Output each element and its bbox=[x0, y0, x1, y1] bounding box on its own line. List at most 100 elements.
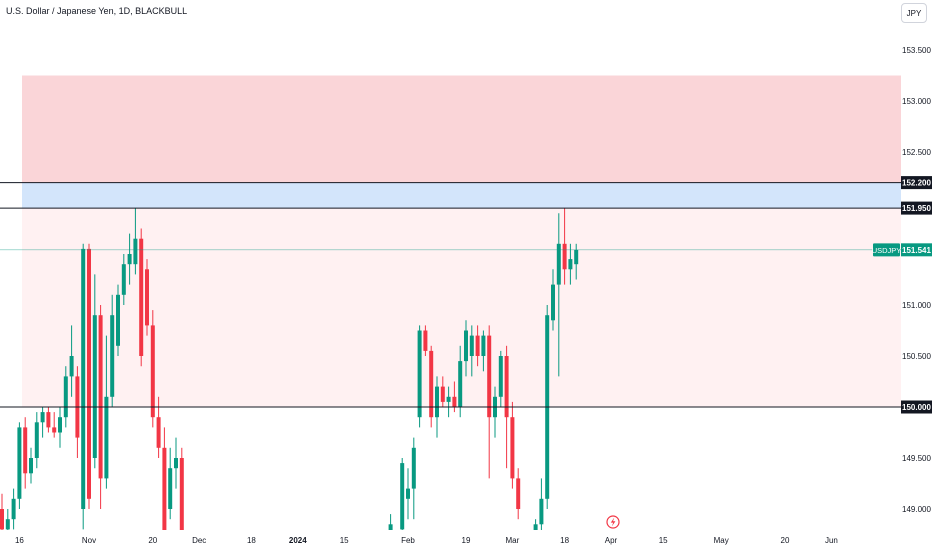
candle bbox=[150, 310, 155, 428]
x-tick-label: Jun bbox=[825, 536, 838, 545]
candle bbox=[179, 447, 184, 530]
candle-body bbox=[145, 269, 149, 326]
candle bbox=[551, 269, 555, 331]
candle bbox=[168, 447, 173, 520]
x-tick-label: 20 bbox=[148, 536, 157, 545]
candle bbox=[406, 468, 410, 520]
y-tick-label: 150.500 bbox=[902, 352, 931, 361]
candles-layer bbox=[0, 208, 579, 530]
candle-body bbox=[58, 417, 62, 433]
candle-body bbox=[40, 412, 45, 423]
candle-body bbox=[556, 243, 561, 285]
currency-button[interactable]: JPY bbox=[901, 3, 927, 23]
level-label-2: 150.000 bbox=[902, 403, 931, 412]
candle-body bbox=[121, 264, 126, 295]
candle-body bbox=[533, 524, 538, 530]
candle-body bbox=[0, 509, 4, 530]
candle bbox=[23, 417, 28, 489]
candle-body bbox=[116, 294, 120, 346]
x-tick-label: May bbox=[714, 536, 729, 545]
x-tick-label: Apr bbox=[605, 536, 618, 545]
y-tick-label: 152.500 bbox=[902, 148, 931, 157]
candle-body bbox=[411, 447, 416, 489]
candle-body bbox=[162, 447, 167, 530]
candle-body bbox=[562, 243, 567, 270]
candle bbox=[174, 437, 178, 489]
x-tick-label: Feb bbox=[401, 536, 415, 545]
candle-body bbox=[17, 427, 22, 499]
dividend-marker[interactable] bbox=[606, 515, 620, 529]
y-tick-label: 153.000 bbox=[902, 97, 931, 106]
candle-body bbox=[133, 238, 138, 265]
candle-body bbox=[539, 498, 544, 525]
zone-1 bbox=[22, 182, 901, 209]
candle bbox=[116, 284, 120, 356]
candle bbox=[11, 488, 16, 530]
candle-body bbox=[104, 396, 109, 479]
candle bbox=[81, 243, 86, 530]
candle bbox=[516, 468, 521, 520]
levels-layer: 152.200 151.950 150.000 bbox=[0, 176, 932, 414]
symbol-badge: USDJPY bbox=[872, 246, 902, 255]
candle-body bbox=[417, 330, 422, 418]
candle-body bbox=[504, 356, 509, 418]
candle-body bbox=[69, 356, 74, 377]
candle-body bbox=[127, 254, 132, 265]
candle bbox=[121, 254, 126, 305]
candle-body bbox=[46, 412, 51, 428]
candle-body bbox=[446, 396, 451, 402]
candle bbox=[568, 243, 573, 285]
x-tick-label: 16 bbox=[15, 536, 24, 545]
candle bbox=[510, 401, 515, 489]
y-tick-label: 151.000 bbox=[902, 301, 931, 310]
candle-body bbox=[11, 498, 16, 520]
x-tick-label: 15 bbox=[340, 536, 349, 545]
candle bbox=[110, 294, 115, 407]
candle bbox=[446, 386, 451, 418]
candle bbox=[562, 208, 567, 285]
x-tick-label: 20 bbox=[781, 536, 790, 545]
symbol-badge-bg bbox=[873, 243, 900, 257]
candle-body bbox=[440, 386, 445, 402]
candle bbox=[400, 458, 405, 530]
candle bbox=[498, 350, 503, 407]
candle bbox=[481, 330, 486, 372]
candle bbox=[104, 335, 109, 489]
candle bbox=[423, 325, 428, 356]
candle bbox=[139, 228, 144, 367]
candle-body bbox=[475, 335, 480, 356]
candle-body bbox=[487, 335, 492, 418]
level-label-bg-0 bbox=[901, 176, 932, 190]
candle-body bbox=[423, 330, 428, 351]
candle-body bbox=[435, 386, 439, 418]
candle-body bbox=[429, 350, 434, 418]
candle-body bbox=[52, 427, 57, 433]
x-tick-label: 18 bbox=[247, 536, 256, 545]
y-tick-label: 149.000 bbox=[902, 505, 931, 514]
candle-body bbox=[464, 330, 468, 362]
candle-body bbox=[168, 468, 173, 509]
y-tick-label: 153.500 bbox=[902, 46, 931, 55]
candle bbox=[5, 509, 10, 530]
candle bbox=[162, 427, 167, 530]
candle bbox=[127, 233, 132, 285]
candle-body bbox=[179, 458, 184, 530]
candle bbox=[411, 437, 416, 520]
candle-body bbox=[29, 458, 33, 474]
candle bbox=[34, 412, 39, 469]
candle bbox=[17, 422, 22, 509]
candle-body bbox=[174, 458, 178, 469]
candle bbox=[46, 407, 51, 433]
candle-body bbox=[516, 478, 521, 509]
candle-body bbox=[156, 417, 161, 448]
candle-body bbox=[452, 396, 457, 407]
candle-body bbox=[498, 356, 503, 397]
candle-body bbox=[574, 249, 579, 265]
candle bbox=[464, 320, 468, 377]
candle bbox=[58, 407, 62, 448]
candle-body bbox=[23, 427, 28, 474]
last-price-badge: 151.541 bbox=[902, 246, 931, 255]
candle bbox=[87, 243, 91, 509]
level-label-bg-2 bbox=[901, 400, 932, 414]
